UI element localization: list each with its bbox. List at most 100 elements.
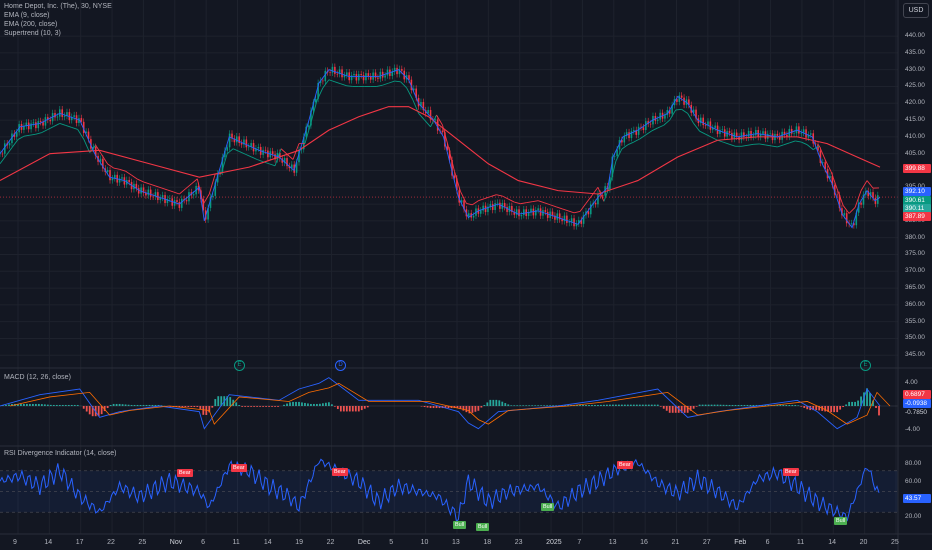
supertrend-segment — [113, 167, 120, 170]
macd-histogram-bar — [629, 404, 632, 406]
candle-body — [551, 211, 554, 216]
candle-body — [159, 197, 162, 200]
time-tick-label: 25 — [891, 539, 899, 546]
candle-body — [49, 119, 52, 122]
candle-body — [735, 132, 738, 137]
macd-histogram-bar — [650, 404, 653, 406]
macd-histogram-bar — [644, 404, 647, 406]
macd-histogram-bar — [366, 406, 369, 408]
candle-body — [369, 76, 372, 80]
macd-histogram-bar — [298, 401, 300, 406]
candle-body — [47, 117, 49, 120]
supertrend-segment — [705, 133, 712, 138]
legend-ema200[interactable]: EMA (200, close) — [4, 21, 58, 28]
candle-body — [640, 126, 642, 128]
macd-histogram-bar — [686, 406, 689, 413]
candle-body — [836, 194, 838, 196]
macd-histogram-bar — [474, 406, 477, 412]
time-tick-label: 18 — [483, 539, 492, 546]
macd-histogram-bar — [145, 404, 148, 406]
macd-histogram-bar — [190, 406, 193, 408]
candle-body — [412, 88, 415, 91]
macd-histogram-bar — [435, 406, 438, 409]
supertrend-segment — [310, 100, 318, 123]
macd-histogram-bar — [641, 404, 644, 406]
candle-body — [247, 146, 250, 148]
time-tick-label: 2025 — [546, 539, 562, 546]
candle-body — [589, 204, 592, 215]
candle-body — [274, 154, 276, 160]
macd-histogram-bar — [860, 396, 862, 406]
candle-body — [786, 134, 788, 137]
macd-histogram-bar — [632, 404, 635, 406]
earnings-event-icon[interactable]: E — [860, 360, 871, 371]
supertrend-segment — [854, 190, 862, 208]
legend-ema9[interactable]: EMA (9, close) — [4, 12, 50, 19]
supertrend-segment — [765, 144, 772, 147]
candle-body — [286, 158, 288, 167]
candle-body — [338, 69, 341, 74]
currency-button[interactable]: USD — [903, 3, 929, 18]
macd-histogram-bar — [507, 404, 510, 406]
candle-body — [257, 147, 260, 149]
macd-histogram-bar — [423, 406, 426, 408]
candle-body — [336, 73, 339, 75]
macd-histogram-bar — [698, 404, 701, 406]
candle-body — [446, 146, 449, 151]
candle-body — [410, 79, 413, 91]
macd-histogram-bar — [91, 406, 94, 417]
candle-body — [805, 129, 807, 138]
candle-body — [647, 121, 649, 124]
macd-histogram-bar — [839, 406, 842, 410]
macd-histogram-bar — [794, 404, 797, 406]
supertrend-segment — [244, 153, 252, 158]
macd-histogram-bar — [109, 404, 112, 406]
supertrend-segment — [759, 143, 766, 146]
legend-supertrend[interactable]: Supertrend (10, 3) — [4, 30, 61, 37]
bull-signal: Bull — [834, 517, 848, 525]
macd-histogram-bar — [830, 406, 833, 413]
supertrend-segment — [573, 211, 581, 214]
macd-histogram-bar — [2, 405, 4, 406]
candle-body — [623, 135, 626, 143]
macd-histogram-bar — [626, 404, 629, 406]
candle-body — [216, 173, 219, 183]
candle-body — [384, 75, 386, 78]
macd-histogram-bar — [426, 406, 429, 408]
supertrend-segment — [681, 108, 688, 114]
candle-body — [307, 125, 310, 127]
macd-histogram-bar — [471, 406, 474, 413]
supertrend-segment — [424, 119, 431, 128]
candle-body — [255, 148, 257, 152]
candle-body — [154, 192, 157, 197]
macd-histogram-bar — [609, 404, 611, 406]
candle-body — [80, 118, 83, 122]
candle-body — [221, 157, 224, 172]
supertrend-segment — [806, 144, 814, 150]
macd-label[interactable]: MACD (12, 26, close) — [4, 374, 71, 381]
macd-histogram-bar — [842, 406, 845, 408]
supertrend-segment — [657, 124, 664, 129]
supertrend-segment — [23, 134, 30, 137]
candle-body — [267, 150, 269, 158]
dividend-event-icon[interactable]: D — [335, 360, 346, 371]
macd-histogram-bar — [61, 404, 64, 406]
earnings-event-icon[interactable]: E — [234, 360, 245, 371]
candle-body — [78, 118, 80, 123]
candle-body — [109, 170, 111, 181]
macd-histogram-bar — [342, 406, 345, 412]
macd-panel — [0, 377, 898, 430]
supertrend-segment — [436, 114, 443, 126]
macd-histogram-bar — [525, 405, 528, 406]
candle-body — [877, 195, 879, 204]
macd-histogram-bar — [265, 406, 267, 407]
rsi-label[interactable]: RSI Divergence Indicator (14, close) — [4, 450, 117, 457]
candle-body — [305, 126, 307, 137]
candle-body — [374, 72, 377, 78]
candle-body — [310, 110, 312, 126]
candle-body — [534, 210, 537, 216]
supertrend-segment — [11, 139, 19, 148]
candle-body — [833, 185, 836, 195]
symbol-title[interactable]: Home Depot, Inc. (The), 30, NYSE — [4, 3, 112, 10]
